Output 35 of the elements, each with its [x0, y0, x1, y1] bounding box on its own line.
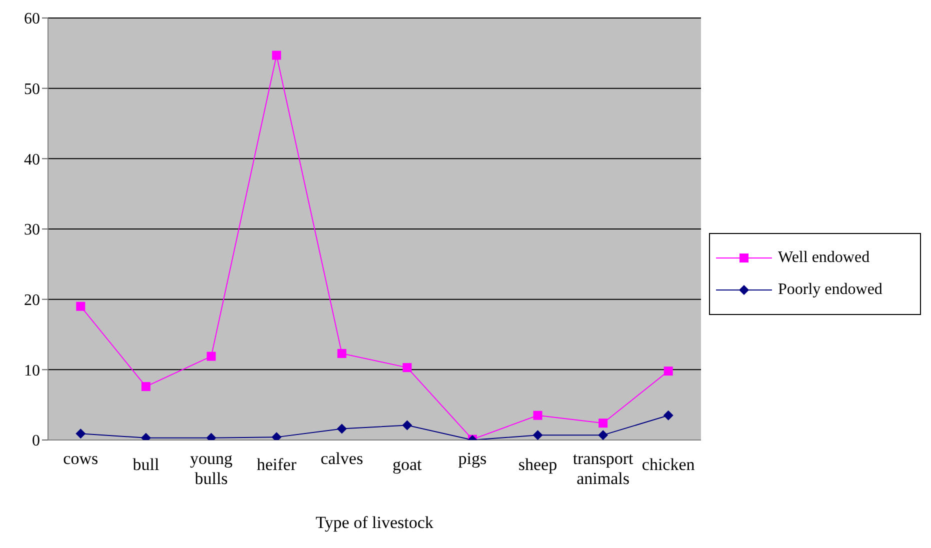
x-tick-label: cows: [63, 449, 98, 468]
point: [402, 363, 412, 372]
x-tick-label: pigs: [458, 449, 487, 468]
point: [76, 302, 86, 311]
point: [402, 420, 412, 430]
x-tick-label: goat: [392, 455, 422, 474]
y-tick-label: 30: [24, 222, 40, 239]
point: [141, 382, 150, 392]
point: [532, 430, 543, 440]
y-tick-label: 50: [24, 81, 40, 98]
point: [206, 352, 216, 361]
y-tick-label: 10: [24, 362, 40, 380]
x-tick-label: young bulls: [190, 449, 233, 488]
legend-label: Well endowed: [778, 249, 870, 267]
point: [663, 410, 674, 420]
point: [272, 50, 282, 60]
x-tick-label: heifer: [256, 455, 297, 474]
point: [336, 424, 347, 434]
point: [664, 366, 673, 376]
y-tick-label: 40: [24, 151, 40, 168]
x-tick-label: sheep: [518, 455, 558, 474]
x-tick-label: chicken: [642, 455, 696, 474]
point: [533, 410, 542, 420]
x-axis-title: Type of livestock: [316, 513, 434, 532]
legend-label: Poorly endowed: [778, 281, 882, 299]
point: [337, 348, 346, 358]
x-tick-label: transport animals: [572, 449, 634, 488]
y-tick-label: 60: [24, 10, 40, 28]
point: [76, 428, 86, 439]
point: [598, 418, 608, 428]
y-tick-label: 20: [24, 292, 40, 310]
point: [598, 430, 608, 440]
x-tick-label: calves: [320, 449, 364, 468]
x-tick-label: bull: [132, 455, 160, 474]
y-tick-label: 0: [32, 432, 40, 450]
